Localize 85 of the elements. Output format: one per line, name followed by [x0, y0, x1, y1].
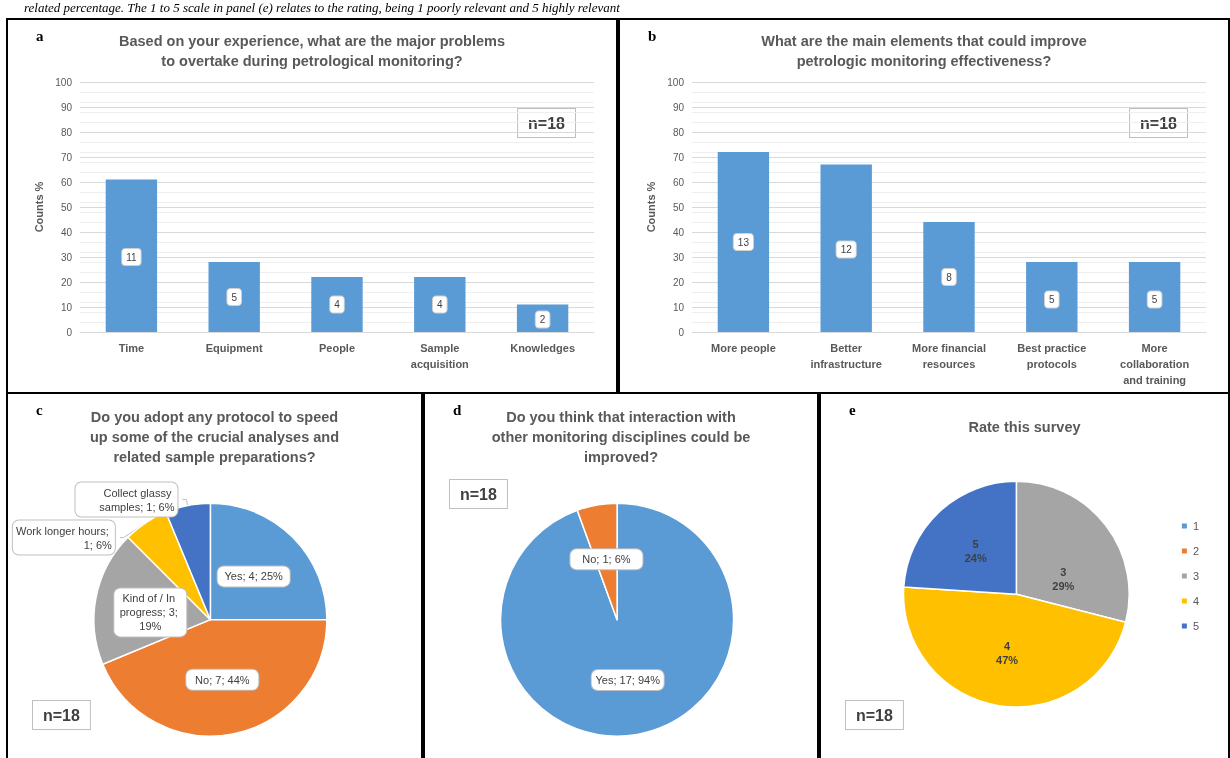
y-tick-label: 40	[672, 226, 685, 238]
slice-label: No; 1; 6%	[582, 553, 631, 566]
annotation: 8	[946, 271, 953, 283]
legend-label: 3	[1192, 570, 1200, 582]
data-label: 24%	[964, 551, 987, 564]
y-tick-label: 50	[672, 201, 685, 213]
slice-label: 3	[1060, 565, 1067, 578]
slice-label: Collect glassy samples; 1; 6%	[99, 486, 175, 513]
y-tick-label: 20	[60, 276, 73, 288]
y-tick-label: 20	[672, 276, 685, 288]
y-tick-label: 0	[678, 326, 685, 338]
y-tick-label: 30	[672, 251, 685, 263]
text: n=18	[856, 706, 894, 724]
y-tick-label: 70	[672, 151, 685, 163]
legend-label: 1	[1192, 520, 1200, 532]
bar	[820, 164, 872, 332]
x-tick-label: Equipment	[205, 342, 263, 354]
chart-title: What are the main elements that could improve petrologic monitoring effectiveness?	[761, 33, 1087, 69]
annotation: 2	[539, 314, 546, 325]
y-tick-label: 80	[60, 126, 73, 138]
x-tick-label: More financial resources	[912, 342, 986, 370]
bar	[923, 222, 975, 332]
slice-label: Yes; 4; 25%	[224, 570, 284, 583]
x-tick-label: Best practice protocols	[1017, 342, 1087, 370]
bar	[414, 277, 466, 332]
y-tick-label: 40	[60, 226, 73, 238]
x-tick-label: Time	[118, 342, 145, 354]
y-tick-label: 100	[667, 76, 685, 88]
text: related percentage. The 1 to 5 scale in panel (e) relates to the rating, being 1 poorly relevant and 5 highly relevant	[24, 0, 620, 16]
annotation: 4	[334, 299, 341, 310]
y-tick-label: 10	[60, 301, 73, 313]
y-tick-label: 60	[672, 176, 685, 188]
y-tick-label: 100	[55, 76, 73, 88]
bar	[717, 152, 770, 332]
y-tick-label: 0	[66, 326, 73, 338]
annotation: 5	[231, 291, 238, 303]
x-tick-label: Knowledges	[510, 342, 575, 354]
y-tick-label: 50	[60, 201, 73, 213]
y-axis-title: Counts %	[32, 181, 45, 233]
y-tick-label: 80	[672, 126, 685, 138]
y-tick-label: 70	[60, 151, 73, 163]
x-tick-label: Sample acquisition	[410, 342, 470, 370]
slice-label: No; 7; 44%	[195, 673, 250, 686]
x-tick-label: More collaboration and training	[1120, 342, 1190, 386]
y-tick-label: 10	[672, 301, 685, 313]
slice-label: Kind of / In progress; 3; 19%	[119, 592, 181, 633]
text: a	[36, 27, 44, 44]
slice-label: Work longer hours; 1; 6%	[16, 524, 113, 551]
annotation: 5	[1151, 294, 1158, 305]
chart-title: Do you adopt any protocol to speed up some of the crucial analyses and related sample preparations?	[90, 409, 339, 465]
bar	[311, 277, 363, 332]
chart-title: Do you think that interaction with other monitoring disciplines could be improved?	[491, 409, 751, 465]
x-tick-label: People	[318, 342, 356, 354]
y-tick-label: 90	[672, 101, 685, 113]
chart-title: Rate this survey	[968, 419, 1081, 435]
bar	[1026, 262, 1078, 332]
text: e	[849, 401, 856, 418]
text: b	[648, 27, 657, 44]
slice-label: 4	[1004, 639, 1011, 652]
bar	[105, 179, 158, 332]
data-label: 29%	[1052, 579, 1075, 592]
slice-label: 5	[972, 537, 979, 550]
annotation: 13	[737, 236, 750, 248]
text: d	[453, 401, 462, 418]
y-tick-label: 90	[60, 101, 73, 113]
slice-label: Yes; 17; 94%	[595, 673, 661, 686]
annotation: 12	[840, 244, 853, 255]
legend-label: 5	[1192, 620, 1200, 632]
data-label: 47%	[996, 653, 1019, 666]
chart-title: Based on your experience, what are the major problems to overtake during petrological monitoring?	[119, 33, 505, 69]
y-tick-label: 60	[60, 176, 73, 188]
text: c	[36, 401, 43, 418]
y-axis-title: Counts %	[644, 181, 657, 233]
x-tick-label: Better infrastructure	[810, 342, 882, 370]
annotation: 5	[1049, 294, 1056, 305]
legend-label: 2	[1192, 545, 1200, 557]
y-tick-label: 30	[60, 251, 73, 263]
bar	[208, 262, 260, 332]
x-tick-label: More people	[711, 342, 776, 354]
bar	[1128, 262, 1181, 332]
text: n=18	[43, 706, 81, 724]
annotation: 4	[437, 299, 444, 310]
legend-label: 4	[1192, 595, 1200, 607]
text: n=18	[460, 485, 498, 503]
annotation: 11	[126, 251, 138, 263]
